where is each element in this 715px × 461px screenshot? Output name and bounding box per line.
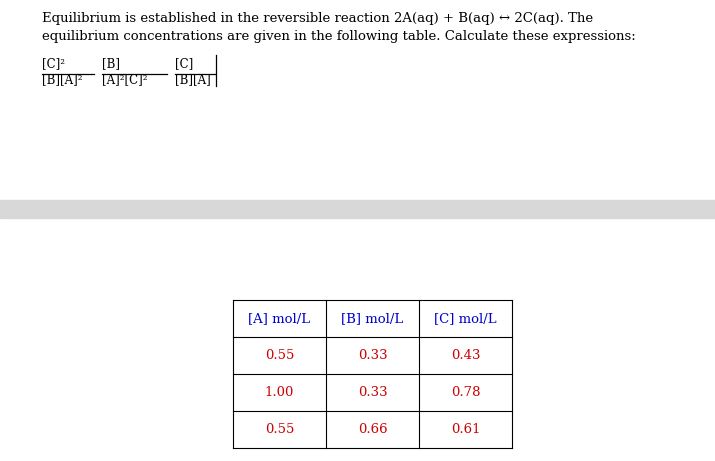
Text: 0.33: 0.33	[358, 386, 388, 399]
Text: [C]²: [C]²	[42, 57, 65, 70]
Text: [B]: [B]	[102, 57, 120, 70]
Text: 0.78: 0.78	[450, 386, 480, 399]
Text: 0.43: 0.43	[450, 349, 480, 362]
Text: [A]²[C]²: [A]²[C]²	[102, 73, 147, 86]
Text: [B][A]²: [B][A]²	[42, 73, 82, 86]
Text: [B] mol/L: [B] mol/L	[341, 312, 404, 325]
Text: 0.33: 0.33	[358, 349, 388, 362]
Text: [A] mol/L: [A] mol/L	[248, 312, 310, 325]
Text: 0.55: 0.55	[265, 349, 294, 362]
Text: [C] mol/L: [C] mol/L	[434, 312, 497, 325]
Text: 0.61: 0.61	[450, 423, 480, 436]
Text: equilibrium concentrations are given in the following table. Calculate these exp: equilibrium concentrations are given in …	[42, 30, 636, 43]
Text: [C]: [C]	[175, 57, 193, 70]
Text: 1.00: 1.00	[265, 386, 294, 399]
Bar	[0, 200, 715, 218]
Text: [B][A]: [B][A]	[175, 73, 211, 86]
Text: 0.55: 0.55	[265, 423, 294, 436]
Text: Equilibrium is established in the reversible reaction 2A(aq) + B(aq) ↔ 2C(aq). T: Equilibrium is established in the revers…	[42, 12, 593, 25]
Text: 0.66: 0.66	[358, 423, 388, 436]
